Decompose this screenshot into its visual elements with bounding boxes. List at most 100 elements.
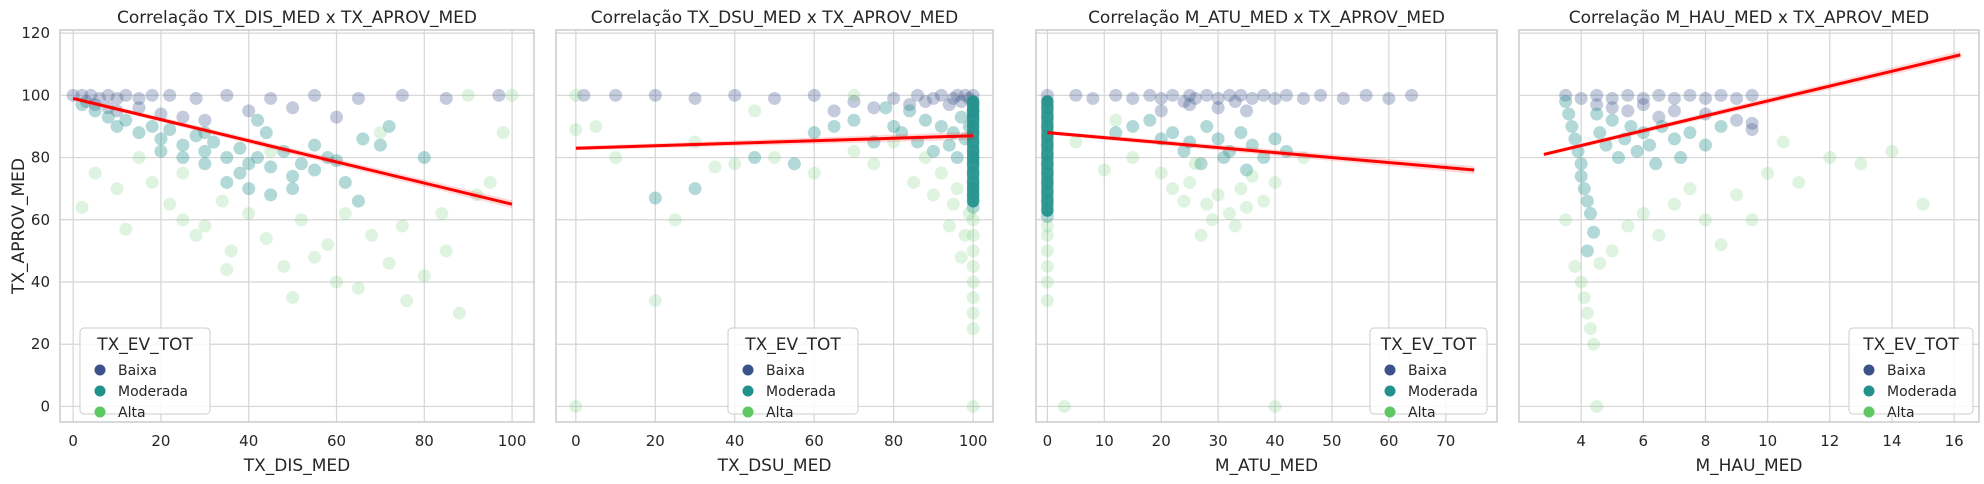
data-point-alta	[119, 222, 133, 236]
data-point-baixa	[1605, 91, 1619, 105]
data-point-baixa	[1621, 88, 1635, 102]
data-point-alta	[648, 294, 662, 308]
axes-frame	[1518, 29, 1980, 423]
data-point-moderada	[373, 138, 387, 152]
x-tick-label: 100	[959, 432, 988, 450]
data-point-alta	[807, 166, 821, 180]
data-point-alta	[966, 399, 980, 413]
data-point-alta	[728, 157, 742, 171]
data-point-moderada	[233, 141, 247, 155]
data-point-alta	[966, 259, 980, 273]
x-tick-label: 0	[571, 432, 581, 450]
x-axis-label: TX_DIS_MED	[243, 456, 350, 476]
data-point-alta	[1069, 135, 1083, 149]
data-point-moderada	[233, 166, 247, 180]
chart-panel-1: 0 20 40 60 80 100 0 20 40 60 80 100 120 Correlação TX…	[9, 8, 535, 476]
data-point-alta	[1593, 256, 1607, 270]
data-point-alta	[110, 182, 124, 196]
x-tick-label: 100	[498, 432, 527, 450]
legend: TX_EV_TOT Baixa Moderada Alta	[79, 327, 211, 421]
data-point-moderada	[1234, 126, 1248, 140]
data-point-moderada	[934, 119, 948, 133]
data-point-alta	[220, 263, 234, 277]
data-point-alta	[1188, 157, 1202, 171]
data-point-moderada	[1257, 151, 1271, 165]
data-point-moderada	[207, 135, 221, 149]
data-point-moderada	[827, 119, 841, 133]
data-point-alta	[768, 151, 781, 165]
legend-entry-label: Baixa	[766, 363, 805, 379]
data-point-baixa	[351, 91, 365, 105]
legend-title: TX_EV_TOT	[744, 335, 841, 355]
data-point-alta	[176, 213, 190, 227]
data-point-moderada	[145, 119, 159, 133]
data-point-alta	[1776, 135, 1790, 149]
data-point-alta	[435, 207, 449, 221]
data-point-baixa	[807, 88, 821, 102]
data-point-moderada	[251, 113, 264, 127]
y-axis-label: TX_APROV_MED	[9, 158, 29, 295]
data-point-baixa	[1109, 88, 1123, 102]
data-point-baixa	[308, 88, 322, 102]
legend-marker	[1863, 406, 1875, 418]
data-point-baixa	[154, 107, 168, 121]
legend: TX_EV_TOT Baixa Moderada Alta	[1369, 327, 1488, 421]
data-point-baixa	[1667, 91, 1681, 105]
data-point-baixa	[1188, 91, 1202, 105]
data-point-moderada	[1194, 157, 1208, 171]
data-point-alta	[1268, 175, 1282, 189]
data-point-moderada	[1593, 126, 1607, 140]
x-tick-label: 80	[884, 432, 903, 450]
data-point-alta	[132, 151, 146, 165]
data-point-baixa	[1745, 116, 1759, 130]
legend-entry-label: Moderada	[118, 384, 188, 400]
y-tick-label: 60	[31, 211, 50, 229]
x-tick-label: 60	[805, 432, 824, 450]
x-axis-label: M_ATU_MED	[1215, 456, 1318, 476]
data-point-baixa	[1652, 110, 1666, 124]
data-point-moderada	[308, 163, 322, 177]
y-tick-label: 40	[31, 273, 50, 291]
data-point-alta	[950, 182, 964, 196]
data-point-moderada	[1200, 119, 1214, 133]
data-point-alta	[242, 207, 256, 221]
legend-entry-label: Moderada	[1408, 384, 1478, 400]
x-tick-label: 60	[327, 432, 346, 450]
legend-marker	[94, 364, 106, 376]
data-point-moderada	[198, 157, 212, 171]
data-point-alta	[88, 166, 102, 180]
axes-frame	[59, 29, 535, 423]
data-point-alta	[1257, 194, 1271, 208]
data-point-moderada	[220, 175, 234, 189]
data-point-baixa	[648, 88, 662, 102]
data-point-alta	[1211, 188, 1225, 202]
data-point-alta	[400, 294, 414, 308]
data-point-baixa	[1621, 104, 1635, 118]
data-point-moderada	[198, 144, 212, 158]
legend-marker	[1384, 385, 1396, 397]
data-point-moderada	[887, 119, 901, 133]
data-point-moderada	[950, 151, 964, 165]
data-point-moderada	[110, 119, 124, 133]
data-point-alta	[962, 207, 976, 221]
data-point-baixa	[264, 91, 278, 105]
x-tick-label: 20	[151, 432, 170, 450]
data-point-moderada	[351, 194, 365, 208]
data-point-alta	[1568, 259, 1582, 273]
data-point-alta	[286, 291, 300, 305]
data-point-alta	[308, 250, 322, 264]
data-point-alta	[1745, 213, 1759, 227]
data-point-moderada	[176, 151, 190, 165]
data-point-alta	[966, 244, 980, 258]
data-point-baixa	[1745, 88, 1759, 102]
data-point-moderada	[926, 144, 940, 158]
legend-marker	[1863, 364, 1875, 376]
data-point-baixa	[1405, 88, 1419, 102]
legend: TX_EV_TOT Baixa Moderada Alta	[727, 327, 859, 421]
data-point-baixa	[1154, 91, 1168, 105]
legend: TX_EV_TOT Baixa Moderada Alta	[1848, 327, 1974, 421]
points-layer	[1543, 50, 1961, 413]
legend-box	[1848, 327, 1974, 415]
data-point-alta	[224, 244, 238, 258]
data-point-baixa	[1605, 101, 1619, 115]
